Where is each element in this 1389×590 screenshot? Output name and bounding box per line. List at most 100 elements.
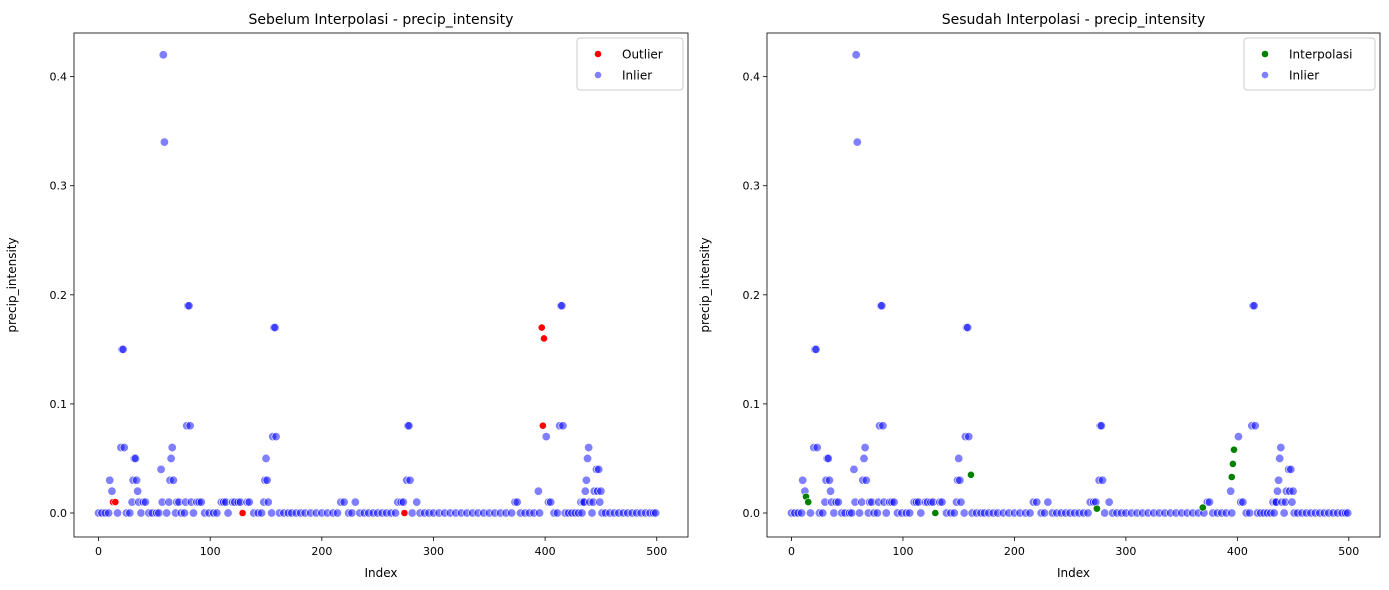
legend-label-inlier: Inlier (622, 69, 652, 83)
inlier-point (857, 497, 867, 507)
inlier-point (584, 443, 594, 453)
inlier-point (905, 508, 915, 518)
inlier-point (271, 432, 281, 442)
series-inlier (94, 50, 661, 518)
inlier-point (594, 464, 604, 474)
inlier-point (350, 497, 360, 507)
inlier-point (104, 508, 114, 518)
chart-title: Sebelum Interpolasi - precip_intensity (249, 12, 514, 28)
inlier-point (257, 508, 267, 518)
inlier-point (558, 421, 568, 431)
interpolasi-point (967, 470, 975, 479)
inlier-point (184, 301, 194, 311)
inlier-point (185, 421, 195, 431)
inlier-point (1279, 508, 1289, 518)
inlier-point (512, 497, 522, 507)
inlier-point (166, 453, 176, 463)
legend-marker-outlier (594, 50, 602, 58)
inlier-point (855, 508, 865, 518)
y-tick-label: 0.4 (50, 71, 68, 84)
x-tick-label: 200 (311, 545, 332, 558)
legend-box (576, 37, 684, 91)
inlier-point (507, 508, 517, 518)
inlier-point (136, 508, 146, 518)
chart-panel-2: Sesudah Interpolasi - precip_intensity 0 1… (698, 12, 1381, 580)
inlier-point (107, 486, 117, 496)
inlier-point (1249, 301, 1259, 311)
inlier-point (162, 508, 172, 518)
inlier-point (132, 475, 142, 485)
inlier-point (1227, 508, 1237, 518)
inlier-point (133, 486, 143, 496)
inlier-point (823, 453, 833, 463)
x-axis-label: Index (1057, 566, 1090, 580)
interpolasi-point (1227, 473, 1236, 481)
interpolasi-point (931, 509, 940, 517)
legend-marker-inlier (1261, 71, 1269, 79)
inlier-point (113, 508, 123, 518)
inlier-point (167, 443, 177, 453)
inlier-point (1226, 486, 1236, 496)
x-tick-label: 300 (423, 545, 444, 558)
inlier-point (1097, 475, 1107, 485)
inlier-point (954, 453, 964, 463)
inlier-point (889, 497, 899, 507)
chart-title: Sesudah Interpolasi - precip_intensity (942, 12, 1206, 28)
inlier-point (1204, 497, 1214, 507)
inlier-point (963, 323, 973, 333)
legend-label-outlier: Outlier (622, 48, 663, 62)
inlier-point (580, 486, 590, 496)
inlier-point (583, 453, 593, 463)
inlier-point (851, 50, 861, 60)
inlier-point (1276, 443, 1286, 453)
inlier-point (405, 475, 415, 485)
interpolasi-point (804, 498, 813, 506)
inlier-point (818, 508, 828, 518)
x-tick-label: 0 (788, 545, 795, 558)
inlier-point (877, 301, 887, 311)
inlier-point (1269, 508, 1279, 518)
x-tick-label: 100 (200, 545, 221, 558)
inlier-point (596, 486, 606, 496)
inlier-point (1245, 508, 1255, 518)
interpolasi-point (1198, 503, 1207, 512)
inlier-point (797, 508, 807, 518)
inlier-point (263, 497, 273, 507)
inlier-point (125, 508, 135, 518)
inlier-point (956, 497, 966, 507)
inlier-point (1083, 508, 1093, 518)
inlier-point (223, 508, 233, 518)
inlier-point (1287, 497, 1297, 507)
y-tick-label: 0.4 (743, 71, 761, 84)
inlier-point (156, 464, 166, 474)
inlier-point (188, 508, 198, 518)
interpolasi-point (1093, 504, 1101, 513)
legend-box (1243, 37, 1376, 91)
inlier-point (849, 464, 859, 474)
y-tick-label: 0.2 (50, 289, 68, 302)
plot-frame (766, 32, 1381, 538)
outlier-point (538, 421, 547, 430)
inlier-point (244, 497, 254, 507)
inlier-point (154, 508, 164, 518)
inlier-point (1286, 464, 1296, 474)
inlier-point (407, 508, 417, 518)
inlier-point (270, 323, 280, 333)
inlier-point (860, 443, 870, 453)
outlier-point (111, 498, 120, 506)
y-tick-label: 0.1 (743, 398, 761, 411)
inlier-point (881, 508, 891, 518)
inlier-point (878, 421, 888, 431)
inlier-point (587, 508, 597, 518)
inlier-point (916, 508, 926, 518)
legend-label-interpolasi: Interpolasi (1289, 48, 1352, 62)
inlier-point (1272, 486, 1282, 496)
inlier-point (949, 508, 959, 518)
chart-panel-1: Sebelum Interpolasi - precip_intensity 0 1… (5, 12, 689, 580)
inlier-point (332, 508, 342, 518)
y-tick-label: 0.0 (743, 507, 761, 520)
inlier-point (261, 453, 271, 463)
inlier-point (577, 508, 587, 518)
inlier-point (180, 508, 190, 518)
inlier-point (937, 497, 947, 507)
